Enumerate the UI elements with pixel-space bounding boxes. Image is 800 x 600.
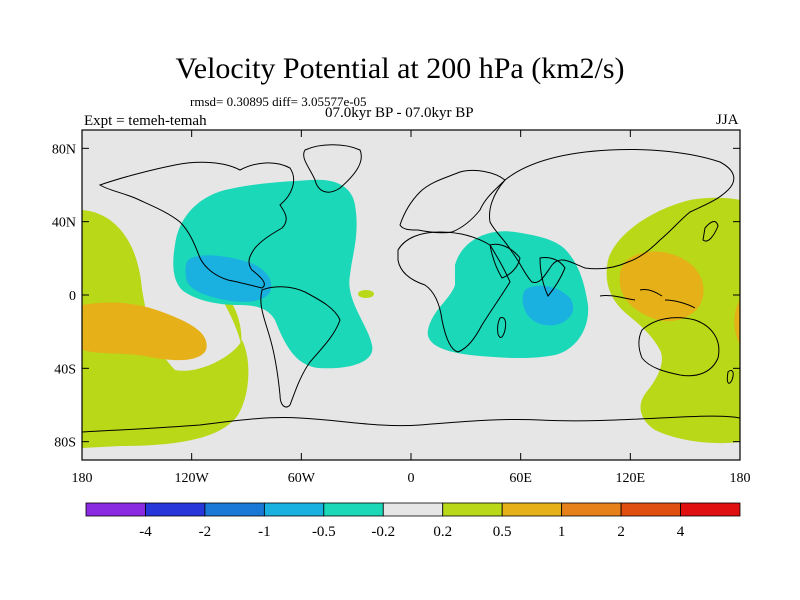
contour-pacific-positive-outer [82, 210, 249, 446]
colorbar-label: 0.2 [433, 524, 452, 540]
colorbar-swatch [620, 502, 681, 517]
colorbar-swatch [680, 502, 741, 517]
coastlines [82, 144, 740, 433]
colorbar-swatch [382, 502, 444, 517]
season-label: JJA [716, 112, 739, 128]
colorbar: -4 -2 -1 -0.5 -0.2 0.2 0.5 1 2 4 [85, 502, 741, 540]
colorbar-swatch [501, 502, 563, 517]
colorbar-label: -4 [139, 524, 152, 540]
contour-fills [82, 179, 740, 448]
lat-tick-label: 0 [69, 289, 76, 304]
latitude-ticks: 80N 40N 0 40S 80S [52, 142, 740, 451]
colorbar-swatch [85, 502, 146, 517]
period-label: 07.0kyr BP - 07.0kyr BP [325, 105, 474, 121]
coastline-north-america [98, 161, 295, 289]
coastline-asia [489, 149, 735, 284]
contour-indian-core [522, 285, 574, 326]
experiment-label: Expt = temeh-temah [84, 113, 207, 129]
colorbar-label: -0.2 [371, 524, 395, 540]
stats-line: rmsd= 0.30895 diff= 3.05577e-05 [190, 94, 367, 109]
coastline-europe [399, 169, 506, 234]
colorbar-label: -1 [258, 524, 271, 540]
coastline-south-america [260, 286, 341, 408]
lon-tick-label: 60E [509, 471, 532, 486]
contour-pacific-core [82, 302, 207, 361]
colorbar-label: -2 [199, 524, 212, 540]
colorbar-label: 0.5 [493, 524, 512, 540]
colorbar-swatch [204, 502, 265, 517]
lat-tick-label: 40S [54, 362, 76, 377]
lon-tick-label: 0 [408, 471, 415, 486]
lon-tick-label: 60W [288, 471, 316, 486]
lat-tick-label: 40N [52, 216, 76, 231]
colorbar-label: 1 [558, 524, 566, 540]
colorbar-swatch [145, 502, 206, 517]
lon-tick-label: 120W [175, 471, 210, 486]
contour-dateline-core [734, 300, 740, 345]
coastline-madagascar [497, 317, 507, 338]
longitude-ticks: 180 120W 60W 0 60E 120E 180 [72, 130, 751, 486]
contour-atlantic-negative [173, 179, 373, 369]
colorbar-label: 2 [617, 524, 625, 540]
coastline-greenland [303, 144, 362, 193]
colorbar-swatch [561, 502, 622, 517]
lon-tick-label: 180 [730, 471, 751, 486]
colorbar-swatch [442, 502, 503, 517]
coastline-japan [702, 221, 719, 242]
lon-tick-label: 120E [616, 471, 646, 486]
colorbar-swatch [323, 502, 384, 517]
lat-tick-label: 80N [52, 142, 76, 157]
coastline-africa [397, 231, 511, 353]
colorbar-swatch [263, 502, 325, 517]
lon-tick-label: 180 [72, 471, 93, 486]
contour-africa-negative [427, 231, 589, 359]
colorbar-label: 4 [677, 524, 685, 540]
coastline-indonesia [599, 289, 696, 309]
coastline-india [539, 257, 566, 297]
contour-atlantic-blob [358, 290, 374, 298]
plot-title: Velocity Potential at 200 hPa (km2/s) [175, 52, 625, 85]
contour-westpacific-core [619, 251, 704, 322]
coastline-antarctica [82, 415, 740, 433]
coastline-arabia [489, 243, 521, 279]
colorbar-label: -0.5 [312, 524, 336, 540]
coastline-australia [638, 317, 720, 377]
coastline-new-zealand [726, 369, 734, 384]
lat-tick-label: 80S [54, 436, 76, 451]
